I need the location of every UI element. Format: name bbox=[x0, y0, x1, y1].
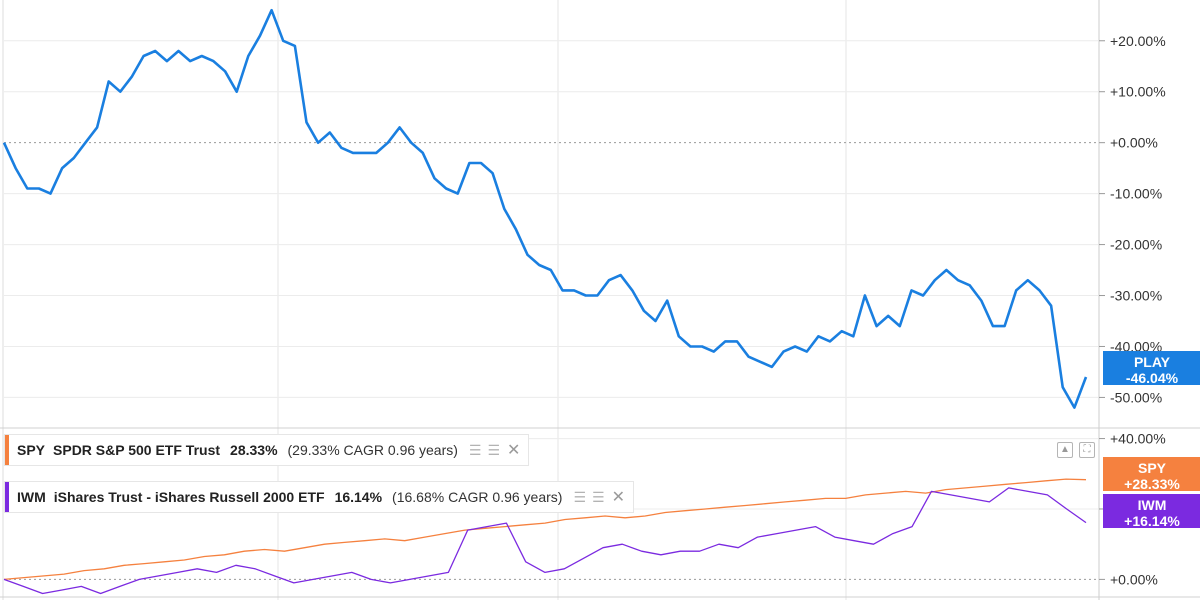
iwm-badge-ticker: IWM bbox=[1138, 497, 1167, 513]
series-line-iwm bbox=[3, 487, 1087, 595]
legend-name-spy: SPDR S&P 500 ETF Trust bbox=[53, 442, 221, 458]
spy-badge-ticker: SPY bbox=[1138, 460, 1167, 476]
iwm-badge-value: +16.14% bbox=[1124, 513, 1180, 529]
close-icon[interactable]: ✕ bbox=[611, 489, 625, 506]
spy-badge-value: +28.33% bbox=[1124, 476, 1180, 492]
play-badge-ticker: PLAY bbox=[1134, 354, 1171, 370]
legend-return-iwm: 16.14% bbox=[334, 489, 383, 505]
y-tick-label: +40.00% bbox=[1110, 431, 1166, 447]
y-tick-label: -20.00% bbox=[1110, 237, 1162, 253]
y-tick-label: +20.00% bbox=[1110, 33, 1166, 49]
collapse-up-icon[interactable]: ▲ bbox=[1057, 442, 1073, 458]
y-tick-label: +0.00% bbox=[1110, 571, 1158, 587]
y-tick-label: +10.00% bbox=[1110, 84, 1166, 100]
legend-spy[interactable]: SPY SPDR S&P 500 ETF Trust 28.33% (29.33… bbox=[4, 434, 530, 466]
legend-iwm[interactable]: IWM iShares Trust - iShares Russell 2000… bbox=[4, 481, 634, 513]
iwm-swatch bbox=[5, 482, 9, 512]
legend-cagr-spy: (29.33% CAGR 0.96 years) bbox=[287, 442, 458, 458]
stack-icon[interactable]: ☰ bbox=[573, 488, 587, 505]
layers-icon[interactable]: ☰ bbox=[592, 488, 605, 505]
legend-ticker-spy: SPY bbox=[17, 442, 46, 458]
series-line-play bbox=[2, 8, 1088, 409]
layers-icon[interactable]: ☰ bbox=[487, 441, 501, 458]
legend-ticker-iwm: IWM bbox=[17, 489, 46, 505]
play-badge-value: -46.04% bbox=[1126, 370, 1179, 386]
y-tick-label: -50.00% bbox=[1110, 389, 1162, 405]
stack-icon[interactable]: ☰ bbox=[468, 441, 482, 458]
y-tick-label: -10.00% bbox=[1110, 186, 1162, 202]
y-tick-label: -30.00% bbox=[1110, 288, 1162, 304]
y-tick-label: +0.00% bbox=[1110, 135, 1158, 151]
y-tick-label: -40.00% bbox=[1110, 338, 1162, 354]
expand-icon[interactable]: ⛶ bbox=[1079, 442, 1095, 458]
iwm-badge bbox=[1103, 494, 1200, 528]
legend-name-iwm: iShares Trust - iShares Russell 2000 ETF bbox=[53, 489, 325, 505]
legend-return-spy: 28.33% bbox=[230, 442, 278, 458]
series-line-spy bbox=[3, 478, 1087, 581]
spy-badge bbox=[1103, 457, 1200, 491]
spy-swatch bbox=[5, 435, 9, 465]
panel-tools: ▲ ⛶ bbox=[1057, 442, 1095, 458]
legend-cagr-iwm: (16.68% CAGR 0.96 years) bbox=[392, 489, 563, 505]
close-icon[interactable]: ✕ bbox=[507, 442, 521, 459]
play-badge bbox=[1103, 351, 1200, 385]
